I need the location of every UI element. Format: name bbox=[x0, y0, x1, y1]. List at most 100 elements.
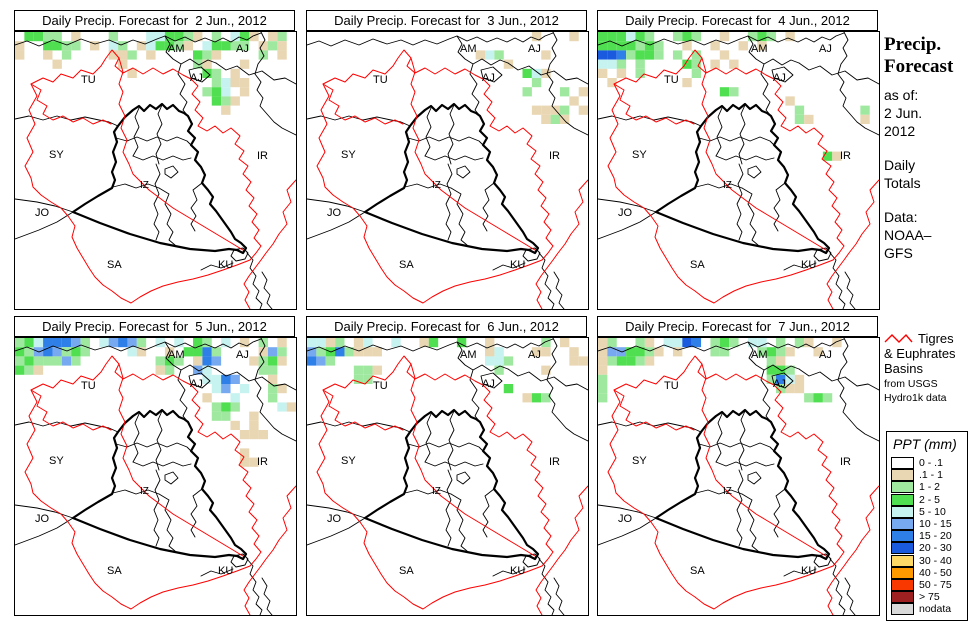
precip-cell bbox=[52, 356, 62, 366]
precip-cell bbox=[710, 338, 720, 348]
precip-cell bbox=[316, 338, 326, 348]
sidebar: Precip. Forecast as of: 2 Jun. 2012 Dail… bbox=[884, 34, 970, 262]
legend-label: 15 - 20 bbox=[919, 530, 952, 543]
precip-cell bbox=[475, 50, 486, 60]
precip-cell bbox=[43, 32, 53, 42]
precip-cell bbox=[202, 374, 212, 384]
sidebar-heading-line1: Precip. bbox=[884, 34, 942, 55]
precip-cell bbox=[164, 347, 175, 357]
map-label-tu: TU bbox=[81, 74, 96, 86]
precip-cell bbox=[239, 59, 250, 69]
map-label-aj: AJ bbox=[819, 349, 832, 361]
precip-cell bbox=[24, 365, 34, 375]
map-label-tu: TU bbox=[664, 380, 679, 392]
precip-cell bbox=[635, 41, 645, 51]
precip-cell bbox=[794, 338, 805, 348]
precip-cell bbox=[15, 365, 25, 375]
precip-cell bbox=[239, 457, 250, 467]
precip-cell bbox=[616, 68, 627, 78]
precip-cell bbox=[71, 356, 81, 366]
precip-cell bbox=[71, 338, 81, 348]
precip-cell bbox=[221, 374, 231, 384]
precip-cell bbox=[71, 32, 81, 42]
map-label-tu: TU bbox=[81, 380, 96, 392]
precip-cell bbox=[635, 50, 645, 60]
panel-title-2: Daily Precip. Forecast for 3 Jun., 2012 bbox=[306, 10, 587, 31]
precip-cell bbox=[785, 96, 795, 106]
precip-cell bbox=[785, 384, 795, 394]
legend-row-7: 20 - 30 bbox=[891, 542, 967, 555]
precip-cell bbox=[635, 338, 645, 348]
precip-cell bbox=[33, 365, 44, 375]
basin-note-line1: Tigres bbox=[918, 331, 954, 346]
precip-cell bbox=[230, 32, 240, 42]
map-label-sy: SY bbox=[632, 455, 647, 467]
precip-cell bbox=[776, 356, 786, 366]
legend-row-3: 2 - 5 bbox=[891, 493, 967, 506]
map-label-ku: KU bbox=[801, 259, 816, 271]
precip-cell bbox=[776, 374, 786, 384]
precip-cell bbox=[607, 338, 617, 348]
precip-cell bbox=[61, 338, 72, 348]
precip-cell bbox=[682, 32, 692, 42]
precip-cell bbox=[531, 32, 542, 42]
precip-cell bbox=[598, 50, 608, 60]
precip-cell bbox=[860, 114, 870, 124]
precip-cell bbox=[267, 393, 278, 403]
map-label-jo: JO bbox=[35, 207, 50, 219]
precip-cell bbox=[249, 420, 259, 430]
legend-swatch bbox=[891, 566, 914, 579]
precip-cell bbox=[822, 151, 833, 161]
map-label-sa: SA bbox=[107, 259, 122, 271]
precip-cell bbox=[635, 32, 645, 42]
precip-cell bbox=[33, 32, 44, 42]
map-label-aj: AJ bbox=[482, 378, 495, 390]
precip-cell bbox=[108, 41, 119, 51]
map-label-ir: IR bbox=[840, 150, 851, 162]
precip-cell bbox=[155, 365, 165, 375]
legend-swatch bbox=[891, 542, 914, 555]
precip-cell bbox=[108, 50, 119, 60]
precip-cell bbox=[15, 338, 25, 348]
precip-cell bbox=[277, 50, 287, 60]
precip-cell bbox=[71, 347, 81, 357]
map-label-aj: AJ bbox=[819, 43, 832, 55]
map-label-sy: SY bbox=[341, 149, 356, 161]
precip-cell bbox=[71, 41, 81, 51]
precip-cell bbox=[644, 356, 655, 366]
precip-cell bbox=[541, 365, 551, 375]
precip-cell bbox=[531, 347, 542, 357]
precip-cell bbox=[211, 347, 222, 357]
precip-cell bbox=[33, 356, 44, 366]
precip-cell bbox=[325, 356, 336, 366]
precip-cell bbox=[52, 41, 62, 51]
precip-cell bbox=[239, 448, 250, 458]
legend-swatch bbox=[891, 578, 914, 591]
precip-cell bbox=[239, 78, 250, 88]
precip-cell bbox=[174, 41, 184, 51]
precip-cell bbox=[80, 347, 90, 357]
precip-cell bbox=[766, 356, 777, 366]
precip-cell bbox=[193, 347, 203, 357]
precip-cell bbox=[503, 356, 514, 366]
precip-cell bbox=[267, 384, 278, 394]
precip-cells bbox=[15, 32, 287, 115]
basin-zigzag-icon bbox=[884, 333, 913, 343]
precip-cell bbox=[794, 105, 805, 115]
precip-cell bbox=[277, 347, 287, 357]
map-label-ir: IR bbox=[549, 456, 560, 468]
precip-cell bbox=[89, 41, 100, 51]
precip-cell bbox=[559, 87, 570, 97]
map-label-ku: KU bbox=[801, 565, 816, 577]
precip-cell bbox=[541, 105, 551, 115]
precip-cell bbox=[598, 347, 608, 357]
precip-cell bbox=[757, 347, 767, 357]
asof-year: 2012 bbox=[884, 123, 916, 139]
precip-cell bbox=[211, 50, 222, 60]
precip-cell bbox=[635, 68, 645, 78]
precip-cell bbox=[719, 87, 730, 97]
precip-cell bbox=[719, 347, 730, 357]
precip-cell bbox=[15, 50, 25, 60]
